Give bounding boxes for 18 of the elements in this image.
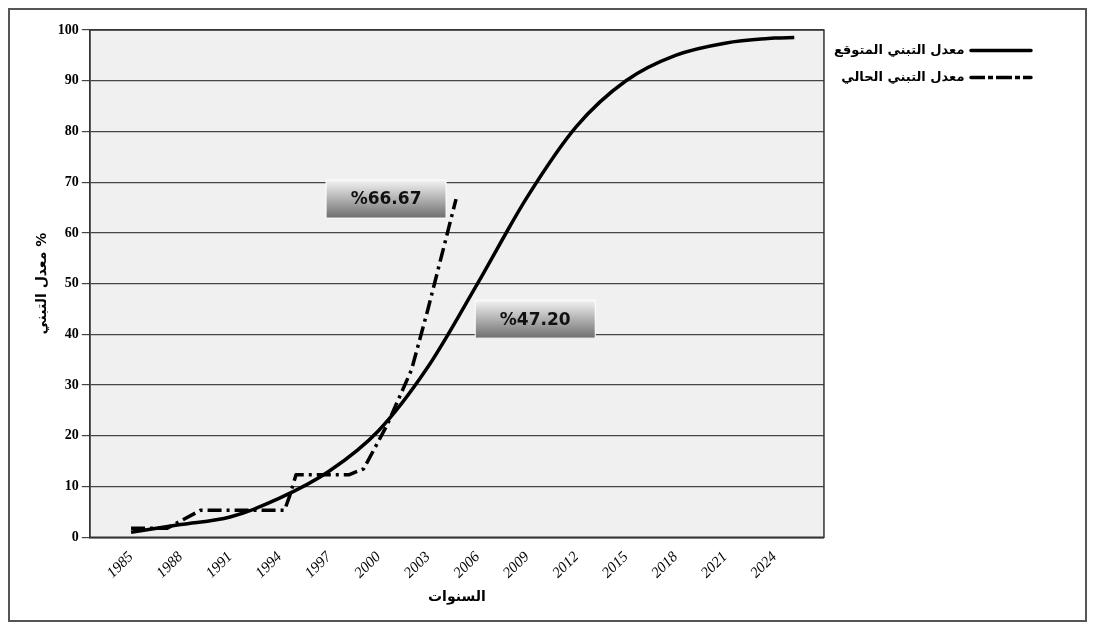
- y-tick-label: 100: [57, 21, 79, 37]
- line-series: [129, 35, 797, 534]
- y-tick-label: 40: [64, 325, 79, 341]
- y-axis-title: معدل التبني %: [33, 232, 51, 335]
- y-tick-label: 30: [64, 376, 79, 392]
- y-tick-label: 90: [64, 72, 79, 88]
- annotation: %66.67: [350, 188, 422, 209]
- y-tick-label: 50: [64, 275, 79, 291]
- y-tick-label: 0: [71, 528, 79, 544]
- x-axis-title: السنوات: [428, 588, 486, 606]
- y-tick-label: 70: [64, 173, 79, 189]
- y-tick-label: 60: [64, 224, 79, 240]
- legend-label: معدل التبني المتوقع: [833, 41, 965, 57]
- annotation: %47.20: [499, 308, 571, 329]
- y-tick-label: 80: [64, 123, 79, 139]
- y-tick-label: 20: [64, 427, 79, 443]
- legend-label: معدل التبني الحالي: [841, 68, 965, 84]
- y-tick-label: 10: [64, 478, 79, 494]
